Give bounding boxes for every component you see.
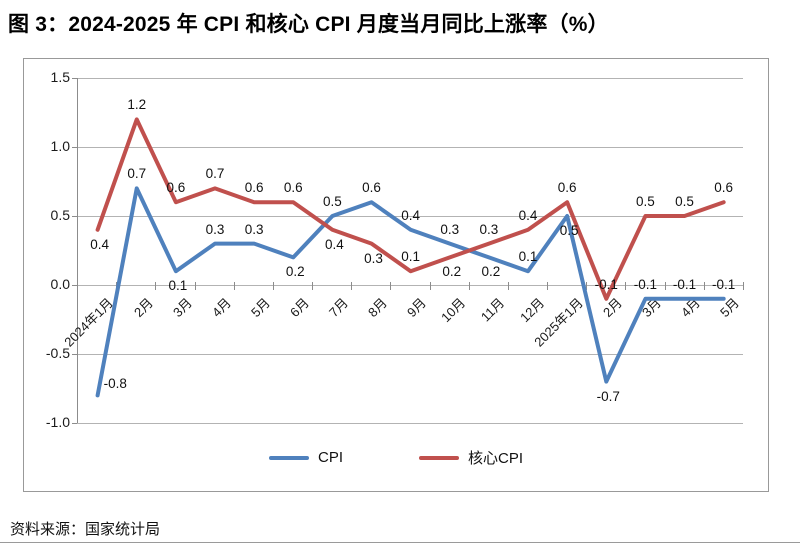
data-label-核心CPI: 0.6 [714,180,734,196]
y-axis-label: 1.5 [50,69,70,85]
data-label-核心CPI: 0.4 [90,236,109,252]
y-axis-tick [72,354,77,355]
gridline [77,354,743,355]
data-label-CPI: 0.3 [205,221,225,237]
data-label-核心CPI: 0.6 [557,180,577,196]
series-lines [95,117,726,398]
legend-swatch-核心CPI [419,455,459,460]
x-axis-tick [194,282,196,290]
chart-frame: 1.5 1.0 0.5 0.0 -0.5 -1.0 2024年1月 2月 3月 4月 5月 6月 7月 8… [23,58,769,492]
gridline [77,285,743,286]
data-label-CPI: 0.3 [244,221,264,237]
data-label-CPI: 0.6 [362,180,381,196]
x-axis-tick [507,282,509,290]
data-label-CPI: 0.5 [559,223,579,238]
gridline [77,423,743,424]
data-label-核心CPI: 0.3 [364,250,383,266]
data-label-核心CPI: 0.5 [636,194,655,209]
x-axis-tick [547,282,549,290]
data-label-CPI: 0.1 [168,278,188,294]
data-label-CPI: 0.3 [440,221,460,237]
data-label-核心CPI: 0.1 [401,249,421,265]
figure-title: 图 3：2024-2025 年 CPI 和核心 CPI 月度当月同比上涨率（%） [8,13,609,36]
y-axis-tick [72,147,77,148]
data-label-CPI: -0.8 [103,376,127,392]
x-axis-tick [233,282,235,290]
data-label-CPI: 0.4 [401,207,421,223]
y-axis-label: -0.5 [45,345,70,361]
y-axis-label: 0.0 [50,276,70,292]
data-label-核心CPI: 0.3 [479,221,499,237]
x-axis-tick [664,282,666,290]
data-label-CPI: 0.2 [481,264,501,280]
y-axis-tick [72,216,77,217]
x-axis-tick [390,282,392,290]
data-label-CPI: 0.7 [127,166,147,182]
x-axis-tick [468,282,470,290]
data-label-核心CPI: 0.7 [205,166,225,182]
x-axis-tick [155,282,157,290]
series-line-CPI [95,186,726,398]
x-axis-tick [703,282,705,290]
y-axis-label: 0.5 [50,207,70,223]
data-label-核心CPI: 0.4 [324,236,344,252]
y-axis-tick [72,285,77,286]
data-label-核心CPI: 0.5 [675,194,694,209]
y-axis-tick [72,423,77,424]
data-label-核心CPI: 0.2 [442,264,462,280]
data-label-核心CPI: 0.4 [518,207,538,223]
data-label-核心CPI: 0.6 [166,180,186,196]
data-label-CPI: 0.2 [285,264,305,280]
y-axis-label: 1.0 [50,138,70,154]
x-axis-tick [429,282,431,290]
y-axis-tick [72,78,77,79]
bottom-divider [0,542,800,543]
data-label-核心CPI: -0.1 [594,276,618,292]
legend-label: CPI [317,449,343,466]
x-axis-tick [77,282,78,290]
plot-area: 1.5 1.0 0.5 0.0 -0.5 -1.0 2024年1月 2月 3月 4月 5月 6月 7月 8… [24,59,768,491]
legend-item-核心CPI: 核心CPI [419,447,523,468]
x-axis-tick [272,282,274,290]
x-axis-tick [743,282,744,290]
data-label-核心CPI: 0.6 [244,180,264,196]
source-note: 资料来源：国家统计局 [10,521,161,538]
gridline [77,147,743,148]
series-line-核心CPI [95,117,726,301]
legend-label: 核心CPI [468,450,524,467]
x-axis-tick [625,282,627,290]
data-label-CPI: 0.5 [322,194,342,209]
x-axis-tick [312,282,314,290]
data-label-CPI: -0.1 [672,276,697,292]
data-label-CPI: -0.1 [712,276,736,292]
y-axis-line [77,78,78,423]
x-axis-tick [351,282,353,290]
data-label-CPI: -0.7 [596,388,620,404]
y-axis-label: -1.0 [45,414,70,430]
gridline [77,78,743,79]
chart-legend: CPI 核心CPI [24,447,768,468]
data-label-CPI: 0.1 [518,249,538,265]
legend-item-CPI: CPI [268,449,343,466]
data-label-核心CPI: 1.2 [127,97,147,113]
legend-swatch-CPI [268,455,309,460]
data-label-CPI: -0.1 [633,276,658,292]
gridline [77,216,743,217]
data-label-核心CPI: 0.6 [283,180,303,196]
x-axis-tick [586,282,588,290]
